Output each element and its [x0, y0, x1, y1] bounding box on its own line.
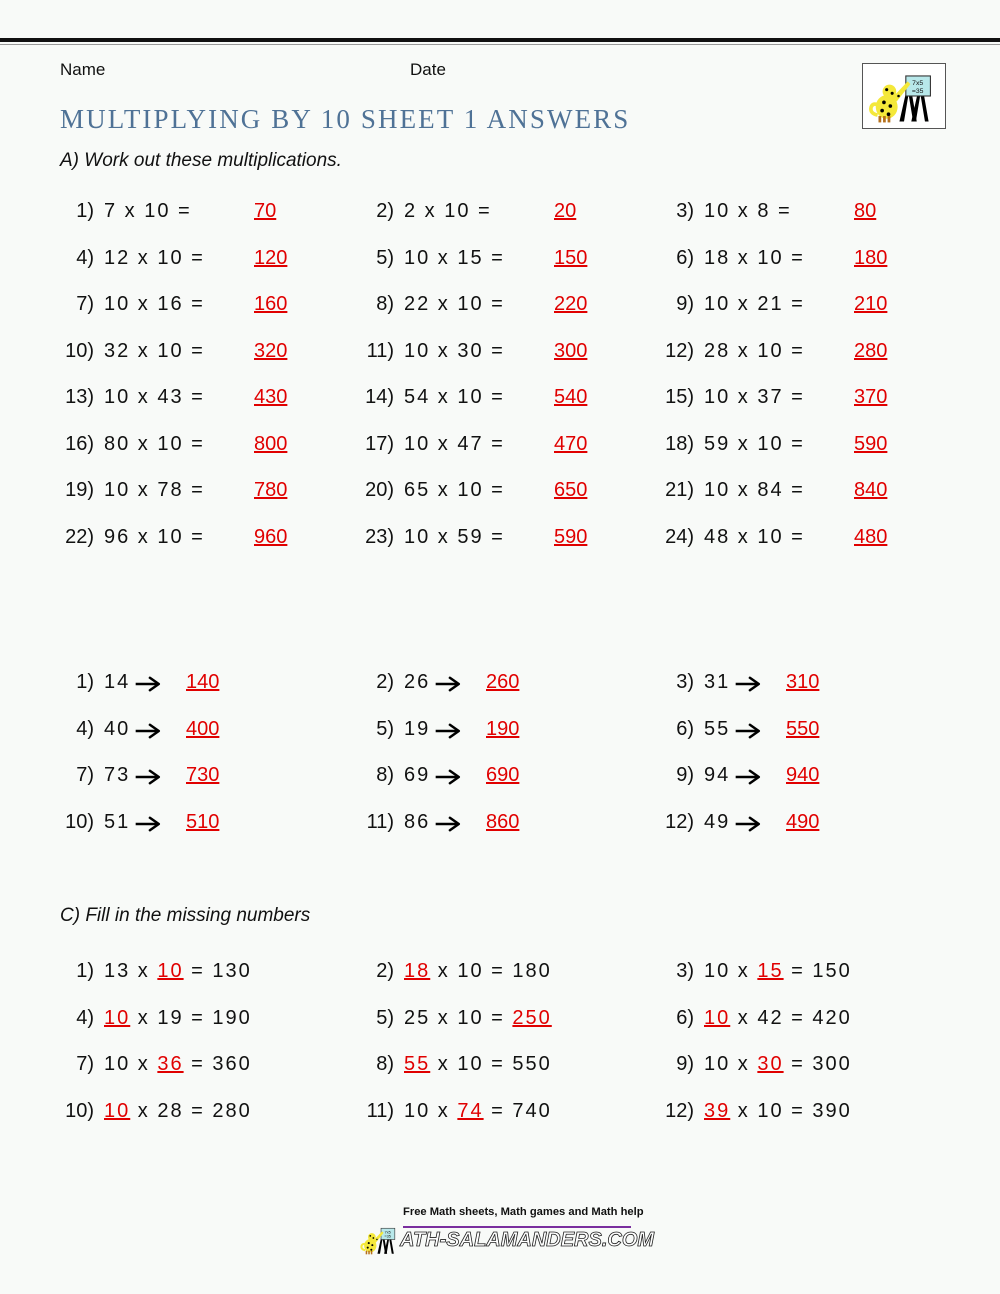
- svg-text:=35: =35: [384, 1235, 391, 1239]
- svg-text:=35: =35: [912, 88, 924, 95]
- svg-text:7x5: 7x5: [385, 1230, 391, 1234]
- svg-text:7x5: 7x5: [912, 80, 923, 87]
